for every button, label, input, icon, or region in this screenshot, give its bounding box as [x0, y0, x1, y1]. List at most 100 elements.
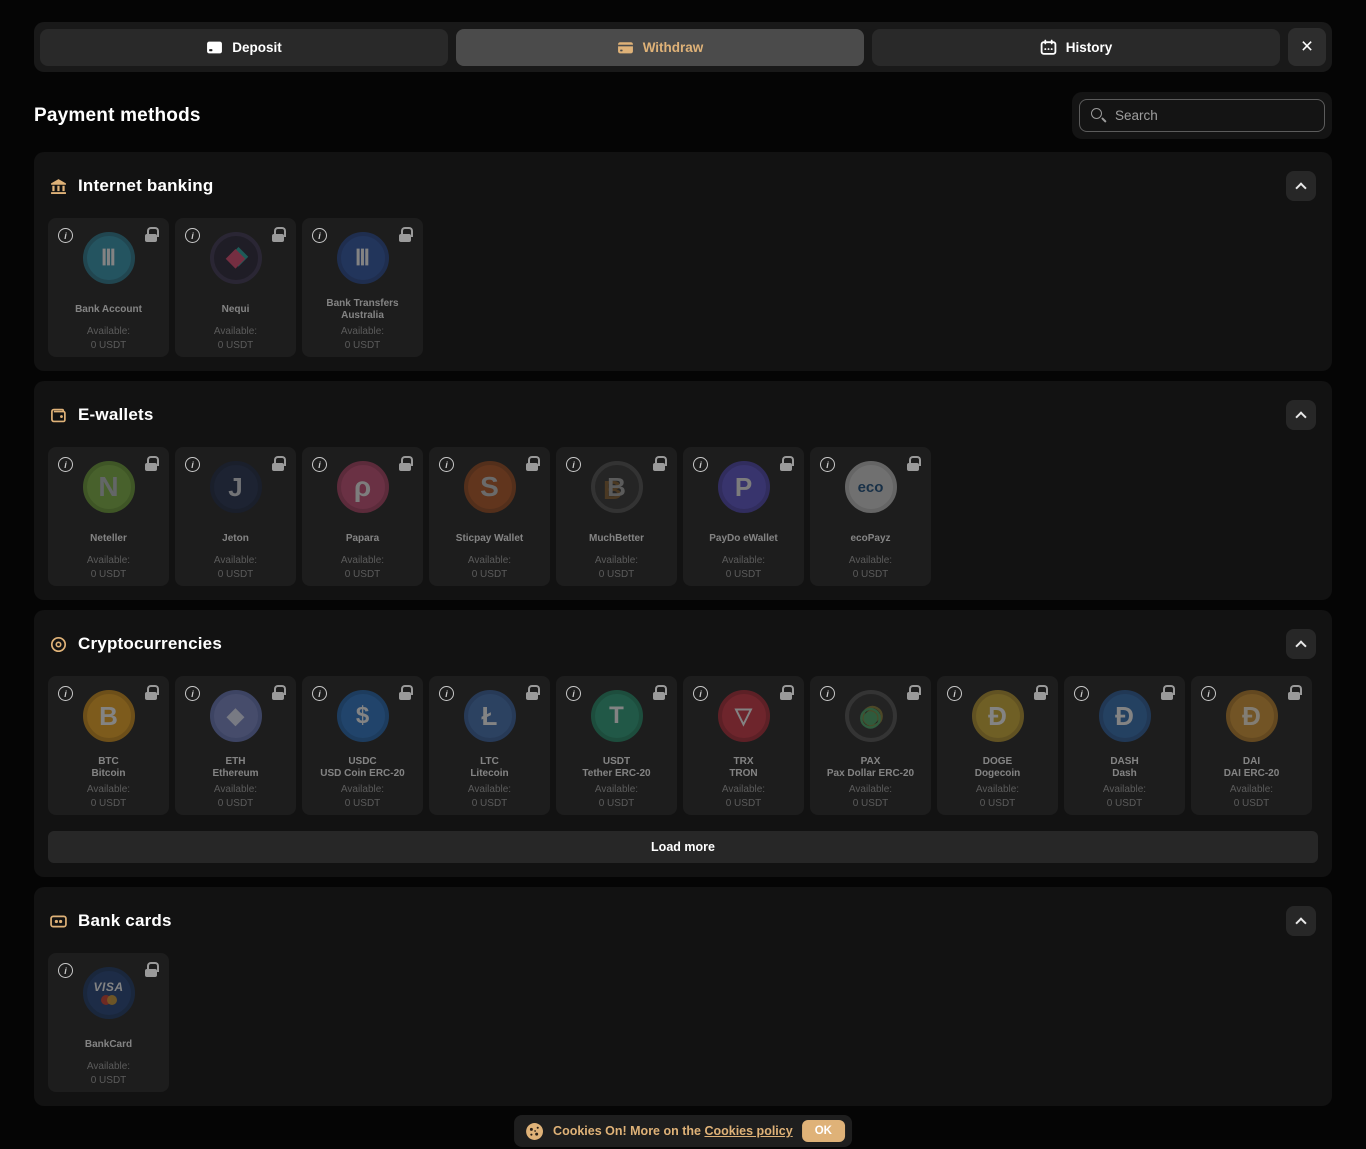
logo-glyph: Ð [988, 701, 1007, 731]
info-icon[interactable]: i [820, 686, 835, 701]
info-icon[interactable]: i [312, 228, 327, 243]
info-icon[interactable]: i [1074, 686, 1089, 701]
info-icon[interactable]: i [693, 457, 708, 472]
info-icon[interactable]: i [566, 457, 581, 472]
lock-icon [145, 685, 159, 700]
payment-method-card[interactable]: i B MuchBetter Available: 0 USDT [556, 447, 677, 586]
payment-method-card[interactable]: i Ð DOGE Dogecoin Available: 0 USDT [937, 676, 1058, 815]
available-value: 0 USDT [344, 339, 381, 351]
info-icon[interactable]: i [58, 457, 73, 472]
payment-method-card[interactable]: i ◆ Nequi Available: 0 USDT [175, 218, 296, 357]
payment-method-card[interactable]: i ◉ PAX Pax Dollar ERC-20 Available: 0 U… [810, 676, 931, 815]
payment-method-card[interactable]: i Ⅲ Bank Transfers Australia Available: … [302, 218, 423, 357]
payment-method-card[interactable]: i eco ecoPayz Available: 0 USDT [810, 447, 931, 586]
available-label: Available: [86, 784, 131, 795]
section-title: E-wallets [78, 405, 154, 424]
logo-glyph: T [609, 702, 624, 729]
info-icon[interactable]: i [439, 457, 454, 472]
withdraw-icon [617, 39, 634, 56]
payment-method-card[interactable]: i T USDT Tether ERC-20 Available: 0 USDT [556, 676, 677, 815]
payment-method-card[interactable]: i ρ Papara Available: 0 USDT [302, 447, 423, 586]
search-box[interactable] [1079, 99, 1325, 132]
chevron-up-icon [1295, 917, 1307, 929]
payment-logo-icon: P [717, 461, 770, 513]
payment-name: MuchBetter [588, 533, 644, 544]
available-balance: Available: 0 USDT [214, 783, 257, 810]
info-icon[interactable]: i [58, 228, 73, 243]
available-label: Available: [594, 784, 639, 795]
cards-row: i B BTC Bitcoin Available: 0 USDT i ◆ ET… [48, 676, 1318, 815]
collapse-button[interactable] [1286, 629, 1316, 659]
payment-method-card[interactable]: i P PayDo eWallet Available: 0 USDT [683, 447, 804, 586]
logo-glyph: Ł [481, 701, 498, 731]
info-icon[interactable]: i [58, 963, 73, 978]
collapse-button[interactable] [1286, 400, 1316, 430]
payment-name: ecoPayz [850, 533, 891, 544]
deposit-icon [206, 39, 223, 56]
tab-deposit[interactable]: Deposit [40, 28, 448, 66]
lock-icon [907, 456, 921, 471]
available-value: 0 USDT [344, 568, 381, 580]
payment-logo-icon: ◉ [844, 690, 897, 742]
close-button[interactable]: × [1288, 28, 1326, 66]
payment-method-card[interactable]: i Ð DASH Dash Available: 0 USDT [1064, 676, 1185, 815]
payment-method-card[interactable]: i B BTC Bitcoin Available: 0 USDT [48, 676, 169, 815]
available-label: Available: [86, 555, 131, 566]
payment-method-card[interactable]: i Ł LTC Litecoin Available: 0 USDT [429, 676, 550, 815]
info-icon[interactable]: i [185, 228, 200, 243]
section-header: Internet banking [50, 171, 1316, 201]
logo-glyph: ρ [353, 471, 372, 502]
load-more-button[interactable]: Load more [48, 831, 1318, 863]
available-label: Available: [86, 1061, 131, 1072]
available-value: 0 USDT [1233, 797, 1270, 809]
payment-logo-icon: N [82, 461, 135, 513]
logo-glyph: Ⅲ [100, 245, 117, 270]
payment-method-card[interactable]: i $ USDC USD Coin ERC-20 Available: 0 US… [302, 676, 423, 815]
available-value: 0 USDT [979, 797, 1016, 809]
info-icon[interactable]: i [947, 686, 962, 701]
payment-logo-icon: B [590, 461, 643, 513]
chevron-up-icon [1295, 640, 1307, 652]
available-value: 0 USDT [90, 568, 127, 580]
payment-method-card[interactable]: i ▽ TRX TRON Available: 0 USDT [683, 676, 804, 815]
history-icon [1040, 39, 1057, 56]
tab-history[interactable]: History [872, 28, 1280, 66]
info-icon[interactable]: i [185, 686, 200, 701]
available-value: 0 USDT [217, 339, 254, 351]
section-internet-banking: Internet banking i Ⅲ Bank Account Availa… [34, 152, 1332, 371]
payment-name: DASH Dash [1110, 756, 1139, 779]
payment-method-card[interactable]: i Ⅲ Bank Account Available: 0 USDT [48, 218, 169, 357]
info-icon[interactable]: i [693, 686, 708, 701]
lock-icon [526, 456, 540, 471]
info-icon[interactable]: i [820, 457, 835, 472]
info-icon[interactable]: i [312, 457, 327, 472]
tab-bar: Deposit Withdraw History × [34, 22, 1332, 72]
payment-logo-icon: B [82, 690, 135, 742]
cookie-ok-button[interactable]: OK [801, 1120, 845, 1142]
payment-logo-icon: Ł [463, 690, 516, 742]
logo-glyph: ◆ [227, 703, 244, 728]
info-icon[interactable]: i [185, 457, 200, 472]
info-icon[interactable]: i [312, 686, 327, 701]
payment-method-card[interactable]: i ◆ ETH Ethereum Available: 0 USDT [175, 676, 296, 815]
info-icon[interactable]: i [439, 686, 454, 701]
collapse-button[interactable] [1286, 171, 1316, 201]
info-icon[interactable]: i [58, 686, 73, 701]
logo-glyph: B [99, 701, 118, 731]
available-balance: Available: 0 USDT [976, 783, 1019, 810]
tab-withdraw[interactable]: Withdraw [456, 28, 864, 66]
payment-method-card[interactable]: i S Sticpay Wallet Available: 0 USDT [429, 447, 550, 586]
payment-method-card[interactable]: i Ɖ DAI DAI ERC-20 Available: 0 USDT [1191, 676, 1312, 815]
available-value: 0 USDT [1106, 797, 1143, 809]
available-value: 0 USDT [90, 797, 127, 809]
payment-logo-icon: ρ [336, 461, 389, 513]
cookies-policy-link[interactable]: Cookies policy [704, 1124, 793, 1138]
info-icon[interactable]: i [566, 686, 581, 701]
search-input[interactable] [1115, 108, 1313, 123]
cookie-text: Cookies On! More on the Cookies policy [553, 1124, 793, 1138]
collapse-button[interactable] [1286, 906, 1316, 936]
info-icon[interactable]: i [1201, 686, 1216, 701]
payment-method-card[interactable]: i J Jeton Available: 0 USDT [175, 447, 296, 586]
payment-method-card[interactable]: i N Neteller Available: 0 USDT [48, 447, 169, 586]
payment-method-card[interactable]: i VISA BankCard Available: 0 USDT [48, 953, 169, 1092]
